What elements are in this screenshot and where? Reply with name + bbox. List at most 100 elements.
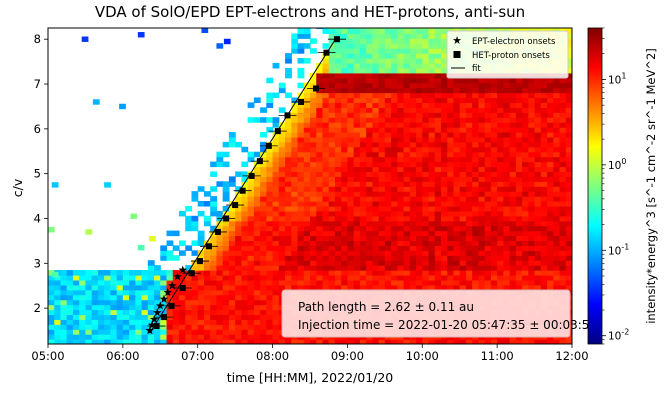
heat-cell xyxy=(310,274,317,281)
heat-cell xyxy=(528,196,536,202)
heat-cell xyxy=(447,28,455,30)
heat-cell xyxy=(490,97,498,104)
heat-cell xyxy=(490,255,498,261)
heat-cell xyxy=(303,225,311,232)
heat-cell xyxy=(416,270,423,276)
heat-cell xyxy=(79,314,87,320)
heat-cell xyxy=(403,210,411,217)
heat-cell xyxy=(191,279,199,286)
heat-cell xyxy=(441,97,448,104)
heat-cell xyxy=(559,215,567,222)
heat-cell xyxy=(522,92,529,99)
heat-cell xyxy=(559,176,567,182)
heat-cell xyxy=(328,339,336,344)
heat-cell xyxy=(216,43,224,49)
heat-cell xyxy=(322,230,330,237)
heat-cell xyxy=(253,201,261,207)
heat-cell xyxy=(472,245,480,251)
heat-cell xyxy=(534,82,542,89)
heat-cell xyxy=(391,225,398,232)
heat-cell xyxy=(478,255,486,261)
heat-cell xyxy=(553,270,561,276)
heat-cell xyxy=(490,161,498,168)
heat-cell xyxy=(266,270,274,276)
heat-cell xyxy=(384,72,392,79)
heat-cell xyxy=(297,72,305,79)
heat-cell xyxy=(540,235,548,242)
heat-cell xyxy=(522,82,529,89)
heat-cell xyxy=(278,151,286,158)
heat-cell xyxy=(559,265,567,271)
heat-cell xyxy=(341,225,349,232)
heat-cell xyxy=(472,215,480,222)
heat-cell xyxy=(372,201,380,207)
heat-cell xyxy=(528,284,536,291)
heat-cell xyxy=(453,235,461,242)
heat-cell xyxy=(490,156,498,163)
heat-cell xyxy=(509,112,517,118)
heat-cell xyxy=(409,191,417,197)
heat-cell xyxy=(540,265,548,271)
heat-cell xyxy=(478,245,486,251)
heat-cell xyxy=(515,176,523,182)
heat-cell xyxy=(129,329,136,335)
heat-cell xyxy=(253,186,261,192)
heat-cell xyxy=(372,107,380,113)
heat-cell xyxy=(453,156,461,163)
heat-cell xyxy=(428,270,436,276)
heat-cell xyxy=(534,205,542,212)
heat-cell xyxy=(272,210,280,217)
heat-cell xyxy=(303,87,311,94)
heat-cell xyxy=(291,270,299,276)
heat-cell xyxy=(565,38,572,44)
heat-cell xyxy=(509,240,517,246)
heat-cell xyxy=(316,279,324,286)
heat-cell xyxy=(253,329,261,335)
heat-cell xyxy=(434,72,442,79)
heat-cell xyxy=(391,151,398,158)
heat-cell xyxy=(490,220,498,227)
heat-cell xyxy=(303,156,311,163)
heat-cell xyxy=(347,255,355,261)
heat-cell xyxy=(366,58,373,64)
heat-cell xyxy=(559,201,567,207)
heat-cell xyxy=(366,38,373,44)
heat-cell xyxy=(266,196,274,202)
heat-cell xyxy=(334,205,342,212)
heat-cell xyxy=(509,255,517,261)
heat-cell xyxy=(359,28,367,34)
heat-cell xyxy=(522,146,529,153)
heat-cell xyxy=(515,186,523,192)
heat-cell xyxy=(359,107,367,113)
heat-cell xyxy=(328,240,336,246)
heat-cell xyxy=(359,260,367,266)
heat-cell xyxy=(490,176,498,182)
heat-cell xyxy=(509,97,517,104)
heat-cell xyxy=(447,265,455,271)
heat-cell xyxy=(384,171,392,177)
heat-cell xyxy=(397,107,405,113)
heat-cell xyxy=(522,171,529,177)
heat-cell xyxy=(490,28,498,30)
heat-cell xyxy=(266,205,274,212)
heat-cell xyxy=(266,151,274,158)
heat-cell xyxy=(553,156,561,163)
heat-cell xyxy=(253,171,261,177)
heat-cell xyxy=(235,205,242,212)
heat-cell xyxy=(322,279,330,286)
heat-cell xyxy=(297,230,305,237)
heat-cell xyxy=(378,107,386,113)
heat-cell xyxy=(441,230,448,237)
heat-cell xyxy=(428,240,436,246)
heat-cell xyxy=(366,87,373,94)
heat-cell xyxy=(422,77,430,84)
heat-cell xyxy=(97,304,105,311)
heat-cell xyxy=(472,265,480,271)
heat-cell xyxy=(322,339,330,344)
heat-cell xyxy=(540,117,548,123)
heat-cell xyxy=(272,260,280,266)
heat-cell xyxy=(253,235,261,242)
heat-cell xyxy=(310,220,317,227)
heat-cell xyxy=(522,255,529,261)
heat-cell xyxy=(228,294,236,301)
